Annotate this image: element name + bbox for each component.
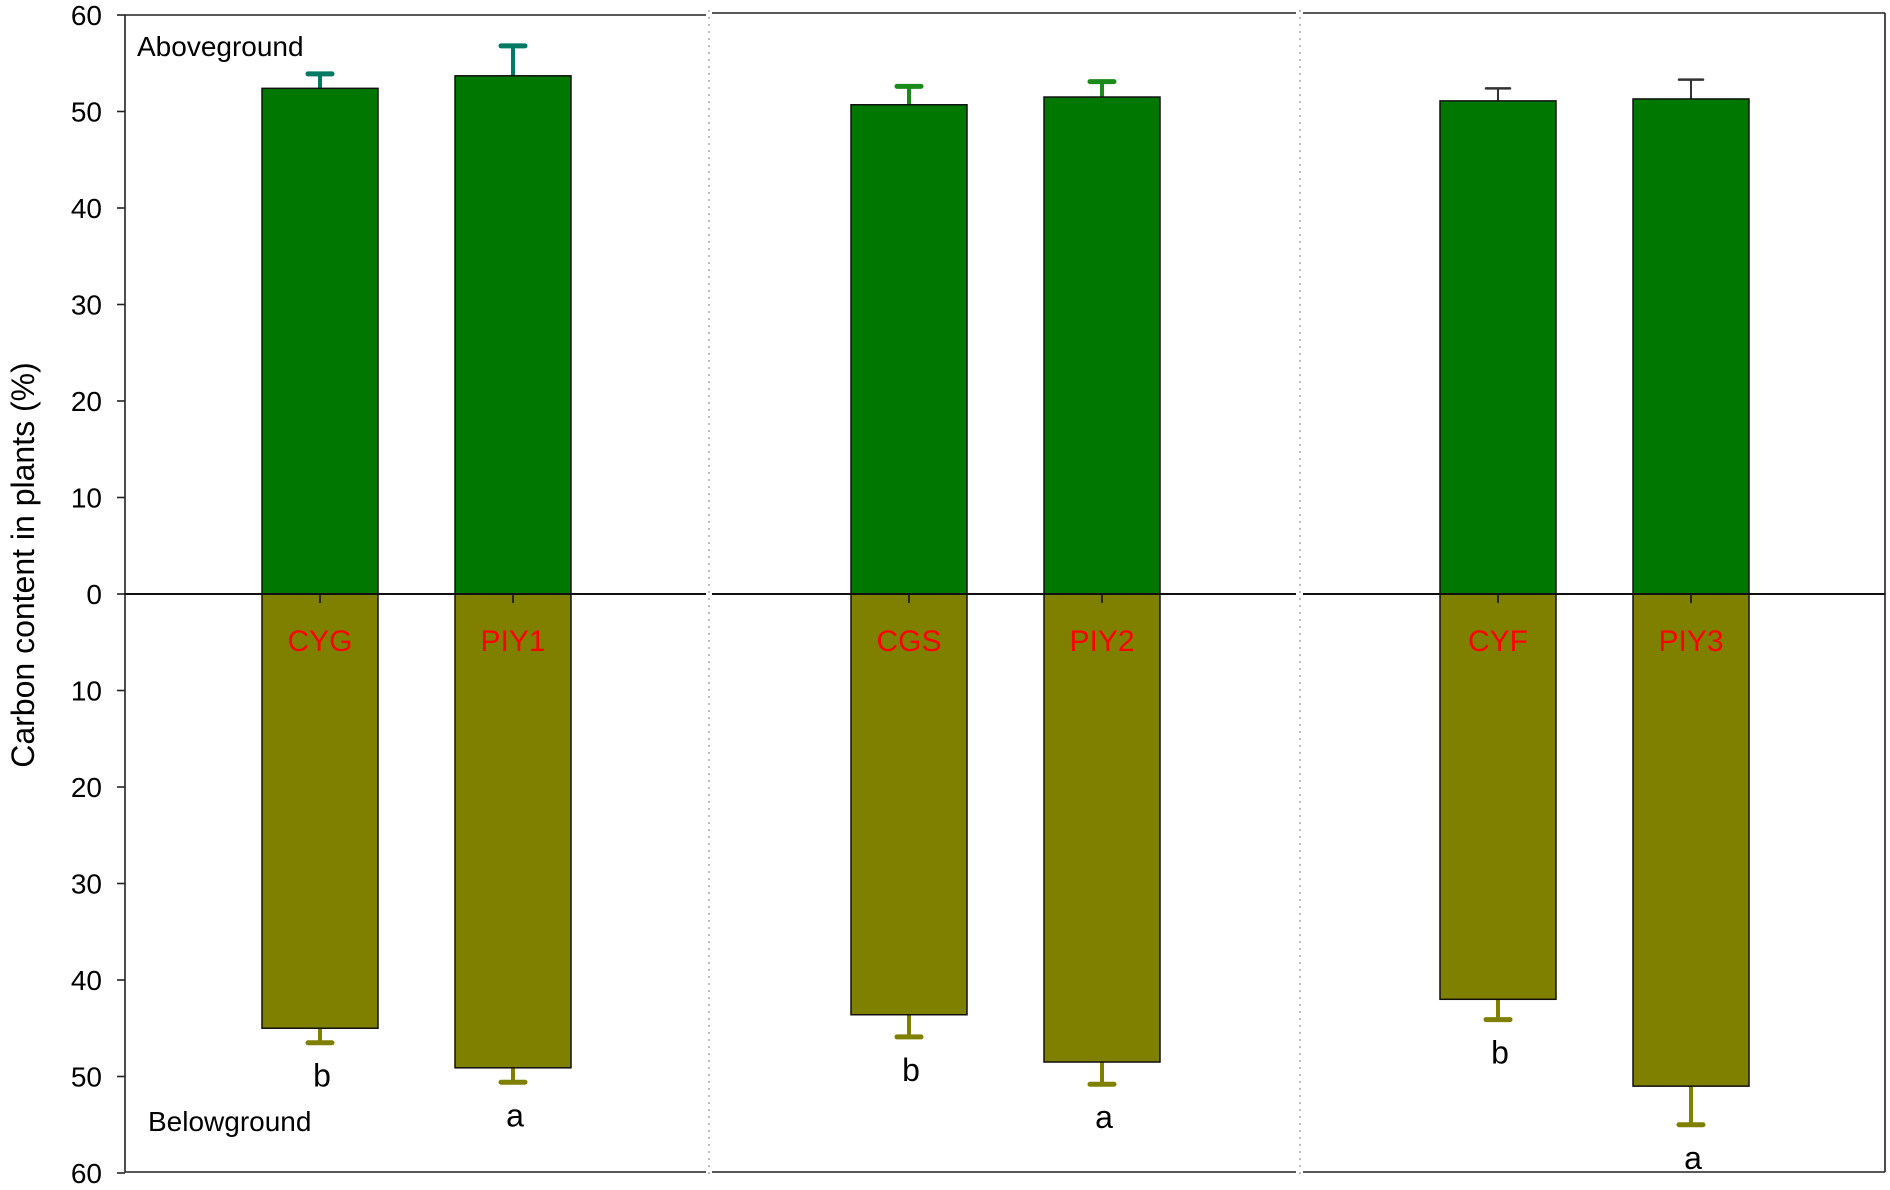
y-tick-label: 40 — [71, 965, 102, 996]
bar-aboveground-piy2 — [1043, 96, 1161, 595]
category-label-cyg: CYG — [287, 625, 352, 658]
y-tick-label: 40 — [71, 193, 102, 224]
bars: CYG b PIY1 a CGS b PIY2 a CYF b PIY3 a — [125, 43, 1885, 1176]
y-tick-label: 30 — [71, 290, 102, 321]
bar-belowground-cyf — [1439, 593, 1557, 1001]
y-tick-label: 10 — [71, 483, 102, 514]
y-tick-label: 30 — [71, 869, 102, 900]
bar-aboveground-piy1 — [454, 75, 572, 595]
y-axis: 60 50 40 30 20 10 0 10 20 30 40 50 60 — [71, 0, 126, 1189]
bar-aboveground-piy3 — [1632, 98, 1750, 595]
significance-letter: a — [1095, 1099, 1113, 1135]
significance-letter: b — [1491, 1035, 1509, 1071]
bar-belowground-cgs — [850, 593, 968, 1016]
bar-belowground-piy1 — [454, 593, 572, 1069]
bar-aboveground-cyf — [1439, 100, 1557, 595]
y-tick-label: 10 — [71, 676, 102, 707]
y-tick-label: 20 — [71, 386, 102, 417]
category-label-cyf: CYF — [1468, 625, 1528, 658]
y-tick-label: 0 — [86, 579, 102, 610]
significance-letter: b — [313, 1058, 331, 1094]
belowground-annotation: Belowground — [148, 1106, 311, 1137]
y-tick-label: 50 — [71, 97, 102, 128]
significance-letter: a — [506, 1097, 524, 1133]
category-label-piy2: PIY2 — [1069, 625, 1134, 658]
aboveground-annotation: Aboveground — [137, 31, 304, 62]
category-label-piy3: PIY3 — [1658, 625, 1723, 658]
y-tick-label: 50 — [71, 1062, 102, 1093]
bar-aboveground-cyg — [261, 87, 379, 595]
bar-belowground-piy2 — [1043, 593, 1161, 1063]
y-tick-label: 60 — [71, 1158, 102, 1189]
bar-belowground-cyg — [261, 593, 379, 1029]
y-axis-label: Carbon content in plants (%) — [5, 362, 41, 768]
category-label-cgs: CGS — [876, 625, 941, 658]
bar-aboveground-cgs — [850, 103, 968, 595]
bar-belowground-piy3 — [1632, 593, 1750, 1087]
significance-letter: a — [1684, 1140, 1702, 1176]
y-tick-label: 20 — [71, 772, 102, 803]
significance-letter: b — [902, 1052, 920, 1088]
category-label-piy1: PIY1 — [480, 625, 545, 658]
y-tick-label: 60 — [71, 0, 102, 31]
